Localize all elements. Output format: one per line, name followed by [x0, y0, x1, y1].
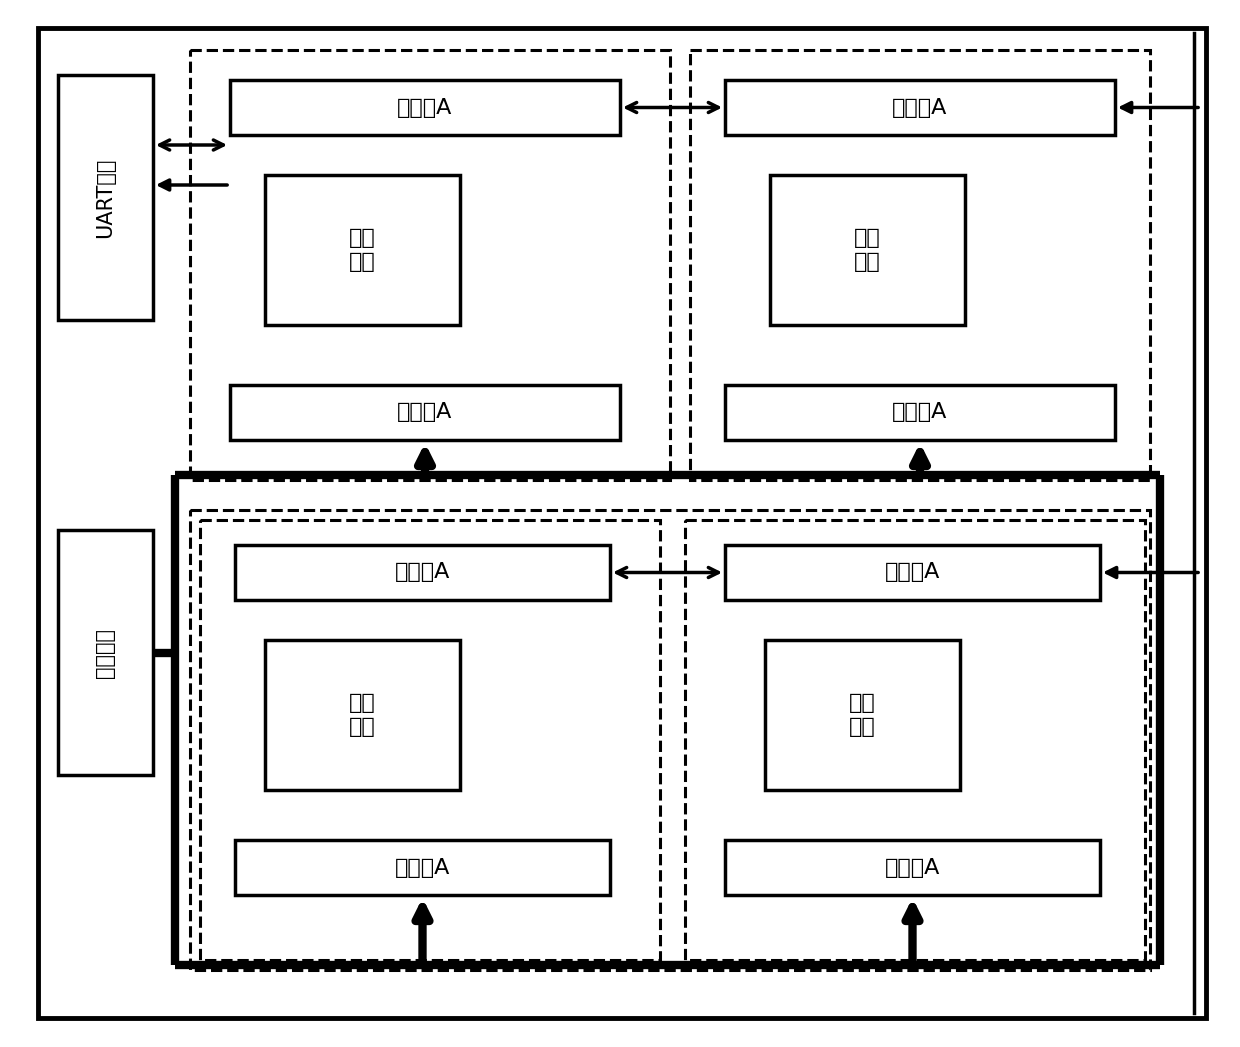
Bar	[229, 80, 620, 135]
Text: 电源接口: 电源接口	[95, 627, 115, 677]
Bar	[200, 520, 660, 960]
Bar	[58, 75, 153, 320]
Bar	[725, 545, 1100, 600]
Text: 连接器A: 连接器A	[885, 562, 940, 582]
Bar	[190, 50, 670, 480]
Bar	[725, 840, 1100, 895]
Bar	[229, 385, 620, 440]
Text: 连接器A: 连接器A	[885, 857, 940, 877]
Bar	[190, 510, 1149, 970]
Bar	[725, 80, 1115, 135]
Text: 连接器A: 连接器A	[893, 402, 947, 423]
Text: 连接器A: 连接器A	[397, 97, 453, 117]
Text: 从机
设置: 从机 设置	[350, 693, 376, 737]
Bar	[265, 640, 460, 790]
Bar	[265, 175, 460, 325]
Text: 连接器A: 连接器A	[394, 562, 450, 582]
Text: 主控
设置: 主控 设置	[350, 228, 376, 271]
Text: 从机
设置: 从机 设置	[854, 228, 880, 271]
Text: 连接器A: 连接器A	[394, 857, 450, 877]
Bar	[684, 520, 1145, 960]
Bar	[770, 175, 965, 325]
Bar	[58, 530, 153, 775]
Text: 连接器A: 连接器A	[893, 97, 947, 117]
Bar	[765, 640, 960, 790]
Text: 从机
设置: 从机 设置	[849, 693, 875, 737]
Text: 连接器A: 连接器A	[397, 402, 453, 423]
Text: UART接口: UART接口	[95, 157, 115, 238]
Bar	[236, 545, 610, 600]
Bar	[689, 50, 1149, 480]
Bar	[725, 385, 1115, 440]
Bar	[236, 840, 610, 895]
